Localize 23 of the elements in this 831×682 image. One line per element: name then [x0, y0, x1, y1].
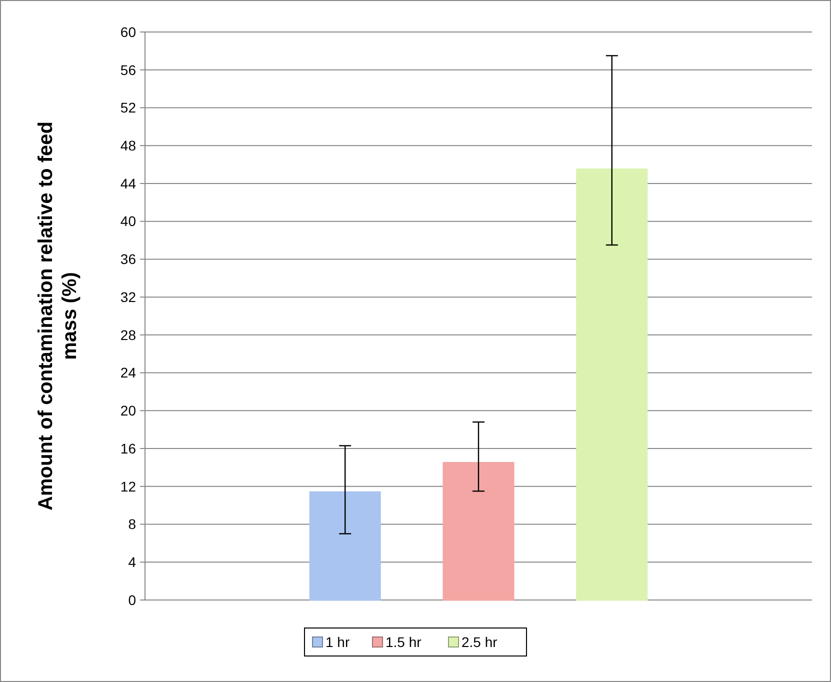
y-tick-label: 52	[120, 100, 136, 116]
y-tick-label: 24	[120, 364, 136, 381]
y-tick-label: 44	[120, 175, 136, 192]
y-tick-label: 0	[128, 592, 136, 608]
y-axis-title: Amount of contamination relative to feed mass (%)	[35, 122, 81, 510]
y-tick-label: 36	[120, 251, 136, 268]
legend-label: 1 hr	[326, 634, 350, 650]
y-tick-label: 48	[120, 138, 136, 154]
y-tick-label: 28	[120, 326, 136, 343]
legend-label: 1.5 hr	[386, 634, 422, 650]
bar	[442, 462, 514, 601]
y-tick-label: 4	[128, 554, 136, 570]
y-tick-label: 20	[120, 402, 136, 419]
y-tick-label: 32	[120, 288, 136, 305]
bar	[309, 491, 381, 601]
y-tick-label: 56	[120, 62, 136, 78]
y-tick-label: 16	[120, 440, 136, 456]
y-tick-label: 12	[120, 478, 136, 494]
legend-label: 2.5 hr	[462, 634, 498, 650]
bar	[576, 168, 648, 601]
y-tick-label: 40	[120, 213, 136, 230]
y-tick-label: 60	[120, 24, 136, 40]
y-tick-label: 8	[128, 516, 136, 532]
